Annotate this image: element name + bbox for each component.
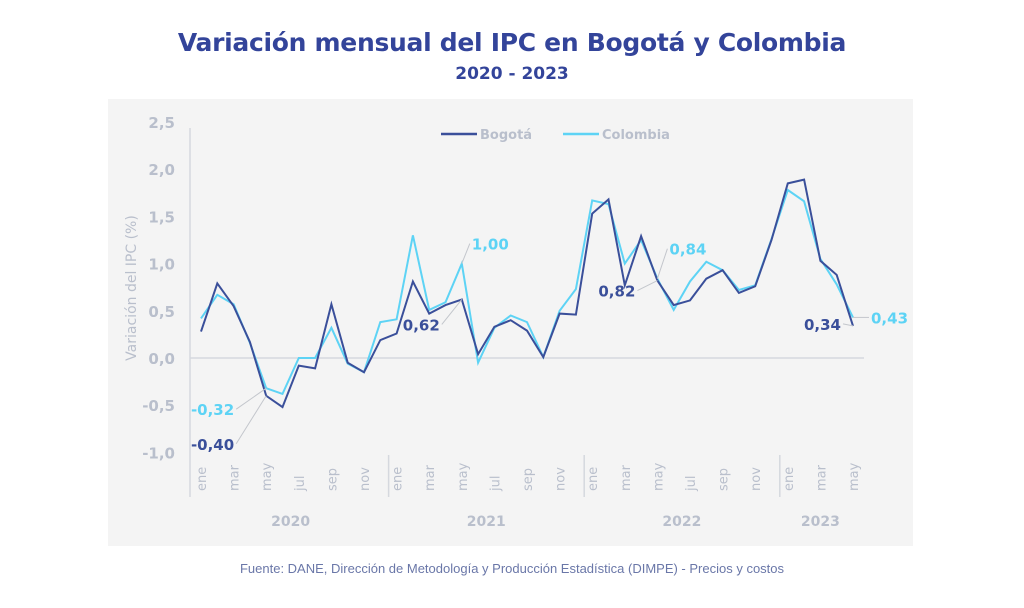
x-month-label: jul (684, 476, 699, 492)
annotation-leader (235, 395, 267, 445)
y-tick-label: 2,5 (148, 114, 175, 132)
data-label: -0,40 (191, 436, 234, 454)
legend-label: Bogotá (480, 128, 532, 143)
annotations: -0,32 -0,40 1,00 0,62 0,84 0,82 0,34 0,43 (191, 236, 908, 454)
x-year-label: 2022 (662, 514, 701, 530)
x-month-label: may (651, 462, 666, 491)
x-month-label: jul (293, 476, 308, 492)
data-label: -0,32 (191, 401, 234, 419)
x-month-label: ene (782, 467, 797, 491)
x-month-label: ene (195, 467, 210, 491)
x-month-label: mar (423, 464, 438, 491)
series-line-bogot (200, 178, 854, 409)
x-year-label: 2021 (467, 514, 506, 530)
x-month-label: mar (814, 464, 829, 491)
annotation-leader (441, 299, 463, 325)
data-label: 0,34 (804, 316, 841, 334)
x-month-label: sep (325, 468, 340, 491)
y-tick-label: -0,5 (142, 397, 175, 415)
annotation-leader (235, 387, 267, 410)
y-tick-label: 1,5 (148, 208, 175, 226)
x-month-label: sep (717, 468, 732, 491)
annotation-leader (656, 248, 668, 279)
data-label: 1,00 (472, 236, 509, 254)
data-label: 0,84 (669, 241, 706, 259)
x-month-label: sep (521, 468, 536, 491)
x-month-label: mar (228, 464, 243, 491)
x-month-label: jul (488, 476, 503, 492)
y-tick-label: 2,0 (148, 161, 175, 179)
x-month-label: nov (749, 467, 764, 491)
annotation-leader (637, 280, 658, 292)
y-tick-label: 0,0 (148, 350, 175, 368)
x-month-label: ene (586, 467, 601, 491)
y-tick-label: -1,0 (142, 444, 175, 462)
x-month-label: nov (358, 467, 373, 491)
legend-label: Colombia (602, 128, 670, 143)
series-lines (200, 178, 854, 409)
data-label: 0,43 (871, 309, 908, 327)
axes: -1,0 -0,5 0,0 0,5 1,0 1,5 2,0 2,5 Variación del … (124, 114, 864, 530)
chart-title: Variación mensual del IPC en Bogotá y Co… (177, 28, 847, 57)
x-month-label: may (456, 462, 471, 491)
x-year-label: 2023 (801, 514, 840, 530)
source-note: Fuente: DANE, Dirección de Metodología y… (239, 561, 785, 576)
x-month-label: may (847, 462, 862, 491)
series-line-colombia (200, 188, 854, 396)
y-tick-label: 0,5 (148, 303, 175, 321)
legend: Bogotá Colombia (441, 128, 670, 143)
annotation-leader (842, 323, 854, 327)
x-month-label: ene (391, 467, 406, 491)
data-label: 0,82 (598, 283, 635, 301)
y-axis-title: Variación del IPC (%) (124, 215, 140, 361)
x-month-label: nov (554, 467, 569, 491)
x-month-label: mar (619, 464, 634, 491)
x-month-label: may (260, 462, 275, 491)
y-tick-label: 1,0 (148, 256, 175, 274)
x-year-label: 2020 (271, 514, 310, 530)
chart-subtitle: 2020 - 2023 (455, 64, 569, 84)
data-label: 0,62 (403, 316, 440, 334)
annotation-leader (461, 243, 471, 264)
